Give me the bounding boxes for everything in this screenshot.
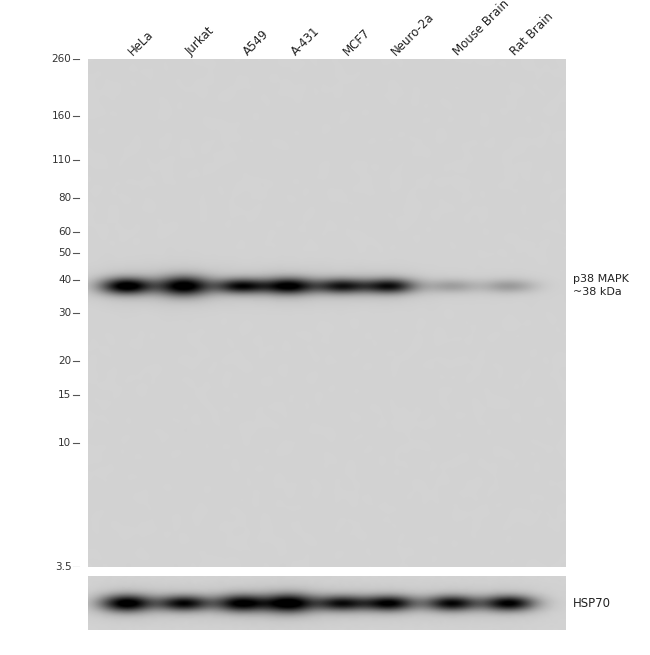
Text: 40: 40 [58,274,72,284]
Text: 260: 260 [51,54,72,64]
Text: MCF7: MCF7 [341,26,373,58]
Text: 160: 160 [51,111,72,121]
Text: 110: 110 [51,155,72,165]
Text: A-431: A-431 [289,24,322,58]
Text: Rat Brain: Rat Brain [508,10,556,58]
Text: HSP70: HSP70 [573,597,611,610]
Text: 20: 20 [58,356,72,366]
Text: p38 MAPK
~38 kDa: p38 MAPK ~38 kDa [573,274,629,297]
Text: 3.5: 3.5 [55,561,72,572]
Text: Jurkat: Jurkat [183,24,217,58]
Text: 60: 60 [58,227,72,236]
Text: Neuro-2a: Neuro-2a [389,10,437,58]
Text: 15: 15 [58,390,72,400]
Text: 50: 50 [58,248,72,258]
Text: 30: 30 [58,309,72,318]
Text: 10: 10 [58,438,72,448]
Text: 80: 80 [58,193,72,203]
Text: A549: A549 [240,27,271,58]
Text: Mouse Brain: Mouse Brain [451,0,512,58]
Text: HeLa: HeLa [126,28,156,58]
